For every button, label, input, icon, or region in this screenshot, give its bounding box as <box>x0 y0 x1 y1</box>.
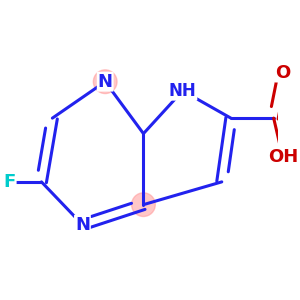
Text: N: N <box>75 216 90 234</box>
Text: OH: OH <box>268 148 298 166</box>
Circle shape <box>132 193 155 217</box>
Text: O: O <box>275 64 290 82</box>
Text: NH: NH <box>169 82 196 100</box>
Text: F: F <box>4 173 16 191</box>
Circle shape <box>93 70 117 94</box>
Text: N: N <box>98 73 113 91</box>
